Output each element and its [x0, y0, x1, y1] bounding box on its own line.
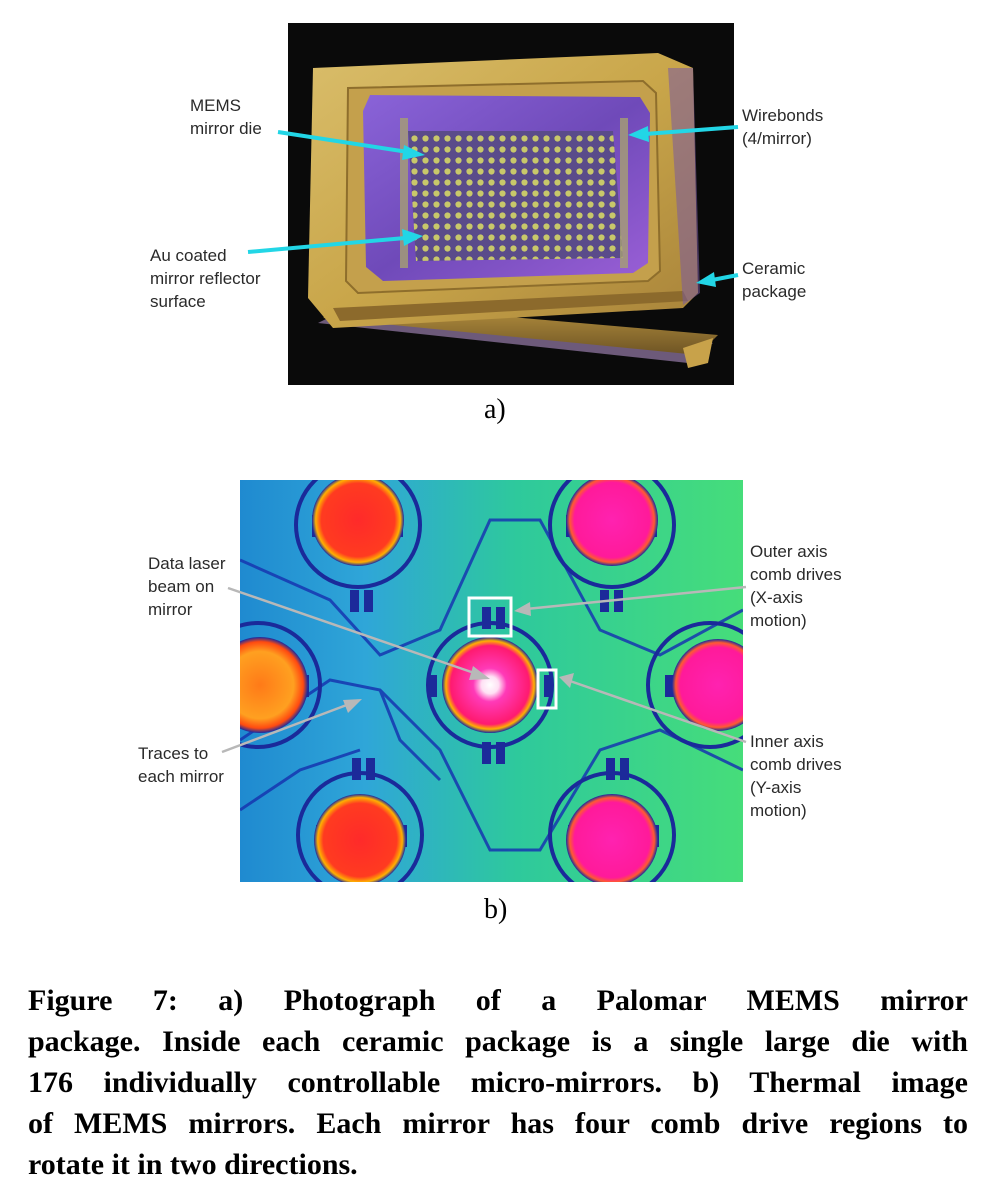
- caption-line: 176 individually controllable micro-mirr…: [28, 1066, 968, 1099]
- figure-a-sublabel: a): [484, 394, 506, 425]
- label-line: (4/mirror): [742, 129, 812, 148]
- label-line: (Y-axis: [750, 778, 802, 797]
- label-line: mirror: [148, 600, 193, 619]
- label-ceramic-package: Ceramic package: [742, 257, 806, 303]
- label-line: Wirebonds: [742, 106, 824, 125]
- figure-b: Data laser beam on mirror Traces to each…: [0, 470, 997, 940]
- label-line: mirror reflector: [150, 269, 261, 288]
- label-line: Traces to: [138, 744, 209, 763]
- label-mems-die: MEMS mirror die: [190, 94, 262, 140]
- label-line: Au coated: [150, 246, 227, 265]
- label-line: Outer axis: [750, 542, 828, 561]
- figure-a: MEMS mirror die Au coated mirror reflect…: [0, 0, 997, 440]
- caption-line: of MEMS mirrors. Each mirror has four co…: [28, 1107, 968, 1140]
- label-line: Inner axis: [750, 732, 824, 751]
- label-line: motion): [750, 611, 807, 630]
- label-au-coated: Au coated mirror reflector surface: [150, 244, 261, 313]
- caption-line: Figure 7: a) Photograph of a Palomar MEM…: [28, 984, 968, 1017]
- caption-line: rotate it in two directions.: [28, 1148, 358, 1181]
- figure-caption: Figure 7: a) Photograph of a Palomar MEM…: [28, 980, 968, 1185]
- caption-line: package. Inside each ceramic package is …: [28, 1025, 968, 1058]
- label-line: beam on: [148, 577, 215, 596]
- figure-b-sublabel: b): [484, 894, 508, 925]
- label-outer-axis: Outer axis comb drives (X-axis motion): [750, 540, 842, 632]
- label-line: Data laser: [148, 554, 226, 573]
- label-line: MEMS: [190, 96, 241, 115]
- label-data-laser: Data laser beam on mirror: [148, 552, 225, 621]
- label-line: Ceramic: [742, 259, 806, 278]
- label-line: comb drives: [750, 755, 842, 774]
- label-inner-axis: Inner axis comb drives (Y-axis motion): [750, 730, 842, 822]
- label-line: mirror die: [190, 119, 262, 138]
- label-line: comb drives: [750, 565, 842, 584]
- label-traces: Traces to each mirror: [138, 742, 224, 788]
- label-wirebonds: Wirebonds (4/mirror): [742, 104, 823, 150]
- label-line: each mirror: [138, 767, 224, 786]
- label-line: package: [742, 282, 807, 301]
- thermal-image: [240, 480, 743, 882]
- mems-package-photo: [288, 23, 734, 385]
- label-line: surface: [150, 292, 206, 311]
- label-line: (X-axis: [750, 588, 803, 607]
- label-line: motion): [750, 801, 807, 820]
